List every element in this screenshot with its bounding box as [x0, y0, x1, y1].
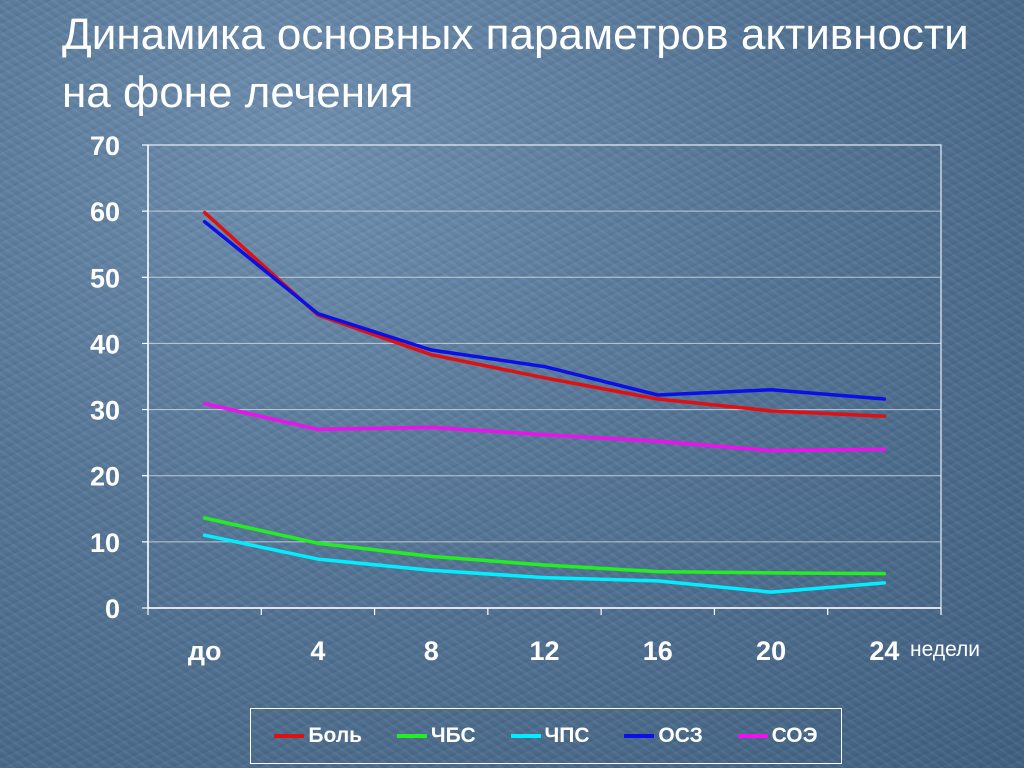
series-line-4	[202, 219, 887, 401]
slide-title: Динамика основных параметров активности …	[62, 6, 1012, 122]
legend-item: СОЭ	[737, 724, 818, 748]
legend-item: Боль	[274, 724, 362, 748]
series-line-1	[202, 210, 887, 418]
x-tick-label: 12	[529, 636, 559, 666]
legend-swatch	[396, 734, 427, 738]
series-line-3	[202, 533, 887, 594]
legend-label: ЧБС	[430, 724, 476, 747]
y-tick-label: 30	[90, 396, 120, 426]
legend-label: СОЭ	[771, 724, 818, 747]
legend-swatch	[737, 734, 768, 738]
line-chart: 0 10 20 30 40 50 60 70 до 4 8 12 16 20 24 недели	[90, 131, 980, 666]
title-line-2: на фоне лечения	[62, 68, 414, 117]
legend-swatch	[274, 734, 305, 738]
y-tick-label: 50	[90, 263, 120, 293]
title-line-1: Динамика основных параметров активности	[62, 10, 969, 59]
legend-label: ЧПС	[544, 724, 590, 747]
x-tick-label: 16	[643, 636, 673, 666]
x-axis-unit-label: недели	[910, 638, 980, 661]
x-tick-label: 4	[310, 636, 325, 666]
chart-legend: Боль ЧБС ЧПС ОСЗ СОЭ	[250, 708, 842, 764]
x-tick-label: до	[188, 636, 222, 666]
legend-swatch	[510, 734, 541, 738]
x-tick-label: 24	[869, 636, 899, 666]
legend-label: Боль	[308, 724, 363, 747]
legend-label: ОСЗ	[658, 724, 703, 747]
y-tick-label: 60	[90, 197, 120, 227]
series-line-2	[202, 516, 887, 576]
legend-swatch	[624, 734, 655, 738]
x-tick-label: 8	[424, 636, 439, 666]
series-line-5	[202, 401, 887, 453]
legend-item: ЧПС	[510, 724, 590, 748]
legend-item: ОСЗ	[624, 724, 703, 748]
y-tick-label: 40	[90, 329, 120, 359]
y-tick-label: 0	[105, 594, 120, 624]
y-tick-label: 70	[90, 131, 120, 161]
y-tick-label: 20	[90, 462, 120, 492]
legend-item: ЧБС	[396, 724, 476, 748]
x-tick-label: 20	[756, 636, 786, 666]
y-tick-label: 10	[90, 528, 120, 558]
